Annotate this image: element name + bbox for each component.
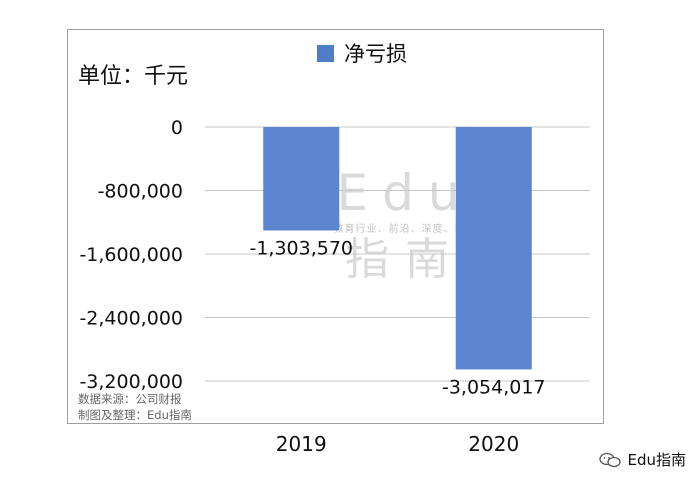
unit-label: 单位：千元 xyxy=(78,64,189,89)
data-label: -1,303,570 xyxy=(249,237,353,259)
y-tick-label: -2,400,000 xyxy=(79,308,183,330)
chart-frame xyxy=(67,29,604,424)
x-tick-label: 2020 xyxy=(468,432,519,456)
brand-watermark: Edu指南 xyxy=(599,449,686,470)
bar xyxy=(263,127,340,231)
y-tick-label: -3,200,000 xyxy=(79,371,183,393)
legend: 净亏损 xyxy=(317,38,407,68)
data-label: -3,054,017 xyxy=(442,376,546,398)
source-line-1: 数据来源：公司财报 xyxy=(78,392,182,406)
x-tick-label: 2019 xyxy=(276,432,327,456)
y-tick-label: -1,600,000 xyxy=(79,244,183,266)
y-tick-label: 0 xyxy=(171,117,183,139)
brand-name: Edu指南 xyxy=(627,451,686,469)
y-tick-label: -800,000 xyxy=(98,181,183,203)
legend-swatch xyxy=(317,44,334,62)
legend-label: 净亏损 xyxy=(344,42,407,66)
bar xyxy=(455,127,532,370)
source-line-2: 制图及整理：Edu指南 xyxy=(78,408,192,422)
chat-bubble-icon xyxy=(599,452,622,467)
